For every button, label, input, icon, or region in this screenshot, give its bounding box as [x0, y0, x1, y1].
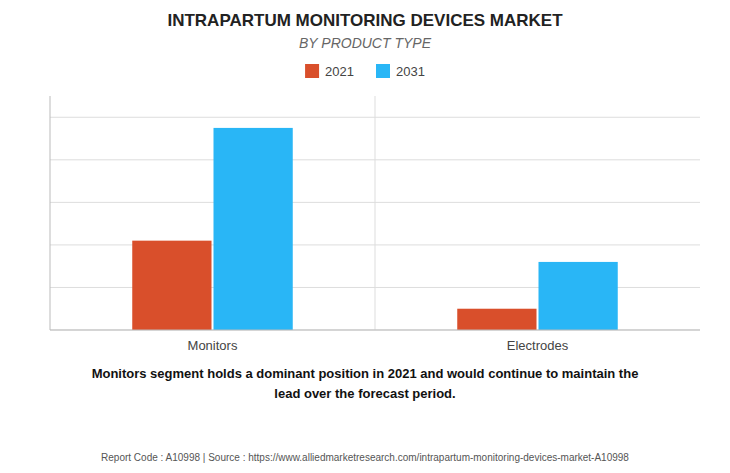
legend-item: 2021 [305, 64, 354, 79]
y-axis-line [50, 96, 51, 330]
title: INTRAPARTUM MONITORING DEVICES MARKET [167, 11, 563, 30]
bar [214, 128, 293, 330]
annotation: lead over the forecast period. [274, 386, 455, 401]
legend-item: 2031 [376, 64, 425, 79]
annotation: Monitors segment holds a dominant positi… [92, 366, 639, 381]
legend-swatch [305, 64, 319, 78]
chart: INTRAPARTUM MONITORING DEVICES MARKET BY … [0, 0, 730, 473]
footer: Report Code : A10998 | Source : https://… [101, 452, 629, 463]
x-tick-label: Monitors [188, 338, 238, 353]
grid-line [50, 330, 700, 331]
x-tick-label: Electrodes [507, 338, 569, 353]
category-divider [375, 96, 376, 330]
legend-label: 2031 [396, 64, 425, 79]
bar [539, 262, 618, 330]
x-axis-line [50, 330, 700, 331]
bar [132, 241, 211, 330]
subtitle: BY PRODUCT TYPE [299, 35, 432, 51]
bars [132, 128, 618, 330]
legend-label: 2021 [325, 64, 354, 79]
legend: 2021 2031 [305, 64, 425, 79]
legend-swatch [376, 64, 390, 78]
bar [457, 309, 536, 330]
